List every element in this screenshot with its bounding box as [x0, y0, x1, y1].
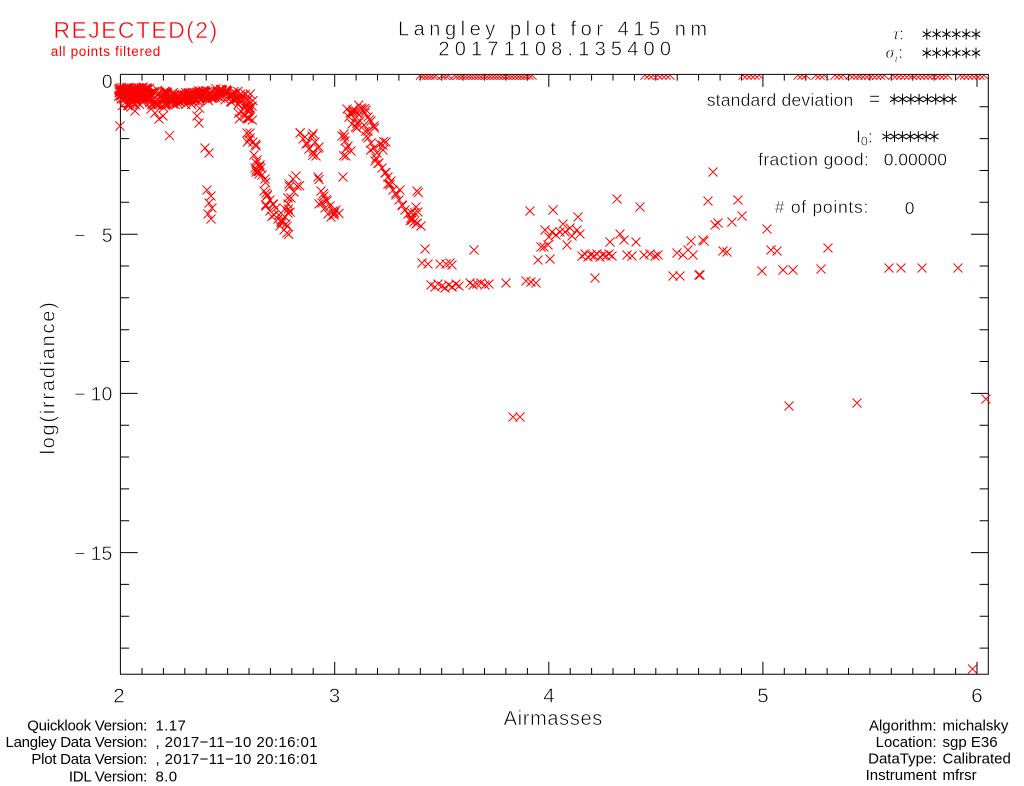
svg-text:15: 15: [91, 543, 113, 565]
svg-text:3: 3: [329, 684, 340, 707]
svg-text:, 2017−11−10 20:16:01: , 2017−11−10 20:16:01: [156, 751, 318, 768]
svg-text:5: 5: [757, 684, 768, 707]
svg-text:0: 0: [905, 198, 915, 218]
svg-text:1.17: 1.17: [156, 717, 187, 734]
svg-text:DataType:: DataType:: [868, 751, 936, 768]
svg-text:τ:: τ:: [893, 25, 904, 44]
svg-text:Calibrated: Calibrated: [943, 751, 1011, 768]
svg-text:# of points:: # of points:: [775, 197, 869, 217]
svg-text:michalsky: michalsky: [943, 718, 1009, 735]
svg-text:−: −: [74, 225, 85, 247]
svg-text:−: −: [74, 543, 85, 565]
svg-text:, 2017−11−10 20:16:01: , 2017−11−10 20:16:01: [156, 734, 318, 751]
svg-text:standard deviation: standard deviation: [707, 90, 854, 110]
svg-text:10: 10: [91, 384, 113, 406]
svg-text:8.0: 8.0: [156, 769, 178, 786]
svg-text:all points filtered: all points filtered: [51, 44, 161, 59]
svg-text:6: 6: [971, 684, 982, 707]
svg-text:0: 0: [102, 71, 113, 93]
svg-text:log(irradiance): log(irradiance): [38, 300, 60, 454]
svg-text:mfrsr: mfrsr: [943, 767, 977, 784]
svg-text:5: 5: [102, 225, 113, 247]
svg-text:Airmasses: Airmasses: [504, 708, 603, 730]
svg-text:Quicklook Version:: Quicklook Version:: [27, 717, 147, 734]
svg-text:Langley plot for 415 nm: Langley plot for 415 nm: [398, 19, 712, 41]
svg-text:Instrument: Instrument: [866, 767, 938, 784]
svg-text:REJECTED(2): REJECTED(2): [54, 17, 219, 43]
svg-text:sgp E36: sgp E36: [943, 734, 998, 751]
svg-text:Langley Data Version:: Langley Data Version:: [5, 734, 147, 751]
svg-text:2: 2: [113, 684, 124, 707]
svg-text:=: =: [869, 90, 880, 111]
svg-text:Location:: Location:: [876, 734, 937, 751]
svg-text:20171108.135400: 20171108.135400: [438, 39, 676, 61]
svg-text:στ:: στ:: [886, 43, 903, 65]
svg-text:Algorithm:: Algorithm:: [869, 718, 937, 735]
svg-text:fraction good:: fraction good:: [758, 149, 869, 169]
svg-text:Plot Data Version:: Plot Data Version:: [31, 751, 147, 768]
svg-text:4: 4: [543, 684, 554, 707]
svg-text:−: −: [74, 384, 85, 406]
svg-text:I0:: I0:: [856, 127, 873, 149]
svg-text:IDL Version:: IDL Version:: [69, 769, 147, 786]
svg-text:0.00000: 0.00000: [884, 149, 948, 169]
